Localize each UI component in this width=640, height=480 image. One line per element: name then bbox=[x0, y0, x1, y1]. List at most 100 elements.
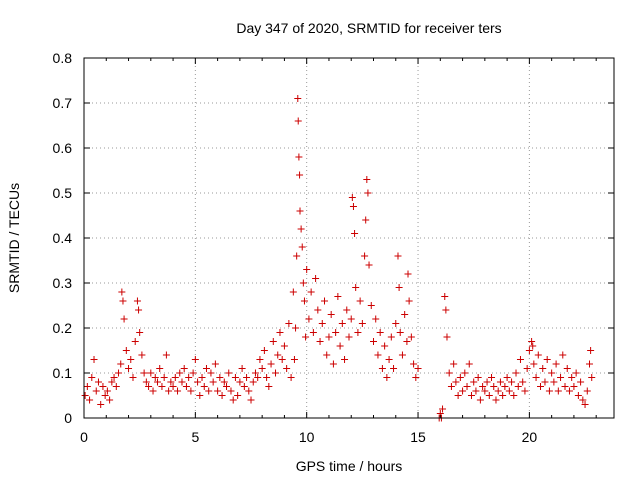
data-point bbox=[367, 302, 375, 309]
data-point bbox=[356, 297, 364, 305]
data-point bbox=[352, 284, 360, 291]
data-point bbox=[189, 369, 197, 377]
data-point bbox=[200, 383, 208, 390]
data-point bbox=[550, 378, 558, 386]
data-point bbox=[106, 396, 114, 404]
data-point bbox=[329, 360, 337, 368]
data-point bbox=[249, 378, 257, 386]
data-point bbox=[287, 374, 295, 381]
data-point bbox=[385, 356, 393, 363]
data-point bbox=[445, 369, 453, 377]
x-tick-label: 20 bbox=[522, 429, 538, 445]
data-point bbox=[365, 261, 373, 269]
data-point bbox=[343, 306, 351, 314]
data-point bbox=[372, 315, 380, 323]
data-point bbox=[392, 320, 400, 327]
data-point bbox=[138, 351, 146, 359]
data-point bbox=[302, 333, 310, 341]
data-point bbox=[187, 387, 195, 395]
data-point bbox=[345, 333, 353, 341]
data-point bbox=[492, 396, 500, 404]
data-point bbox=[499, 392, 507, 399]
data-point bbox=[381, 342, 389, 350]
data-point bbox=[207, 369, 215, 377]
data-point bbox=[341, 356, 349, 363]
data-point bbox=[363, 176, 371, 183]
data-point bbox=[267, 360, 275, 368]
data-point bbox=[579, 396, 587, 404]
data-point bbox=[220, 378, 228, 386]
data-point bbox=[156, 365, 164, 372]
data-point bbox=[81, 392, 89, 399]
data-point bbox=[361, 252, 369, 260]
data-point bbox=[209, 378, 217, 386]
data-point bbox=[537, 383, 545, 390]
data-point bbox=[133, 297, 141, 305]
data-point bbox=[297, 225, 305, 233]
data-point bbox=[167, 378, 175, 386]
y-tick-label: 0.7 bbox=[53, 95, 73, 111]
data-point bbox=[142, 378, 150, 386]
data-point bbox=[374, 351, 382, 359]
data-point bbox=[565, 387, 573, 395]
data-point bbox=[182, 383, 190, 390]
data-point bbox=[414, 365, 422, 372]
data-point bbox=[321, 297, 329, 305]
data-point bbox=[160, 374, 168, 381]
data-point bbox=[290, 356, 298, 363]
data-point bbox=[586, 360, 594, 368]
data-point bbox=[316, 338, 324, 345]
data-point bbox=[205, 387, 213, 395]
y-tick-label: 0.1 bbox=[53, 365, 73, 381]
data-point bbox=[88, 374, 96, 381]
data-point bbox=[396, 329, 404, 336]
data-point bbox=[557, 374, 565, 381]
data-point bbox=[191, 356, 199, 363]
data-point bbox=[519, 378, 527, 386]
data-point bbox=[90, 356, 98, 363]
data-point bbox=[227, 387, 235, 395]
y-tick-label: 0 bbox=[64, 410, 72, 426]
data-point bbox=[472, 387, 480, 395]
data-point bbox=[245, 387, 253, 395]
data-point bbox=[140, 369, 148, 377]
data-point bbox=[254, 374, 262, 381]
data-point bbox=[312, 275, 320, 282]
y-axis-title: SRMTID / TECUs bbox=[6, 183, 22, 293]
data-point bbox=[439, 405, 447, 413]
data-point bbox=[554, 387, 562, 395]
data-point bbox=[283, 365, 291, 372]
data-point bbox=[543, 356, 551, 363]
data-point bbox=[583, 387, 591, 395]
data-point bbox=[260, 347, 268, 354]
data-point bbox=[530, 360, 538, 368]
data-point bbox=[485, 392, 493, 399]
data-point bbox=[454, 392, 462, 399]
data-point bbox=[390, 365, 398, 372]
data-point bbox=[325, 333, 333, 341]
data-point bbox=[101, 392, 109, 399]
data-point bbox=[404, 270, 412, 278]
points-layer bbox=[81, 95, 596, 422]
data-point bbox=[541, 378, 549, 386]
data-point bbox=[127, 356, 135, 363]
data-point bbox=[456, 374, 464, 381]
data-point bbox=[117, 360, 125, 368]
y-tick-label: 0.4 bbox=[53, 230, 73, 246]
data-point bbox=[194, 378, 202, 386]
data-point bbox=[216, 374, 224, 381]
data-point bbox=[115, 369, 123, 377]
data-point bbox=[231, 374, 239, 381]
data-point bbox=[483, 378, 491, 386]
data-point bbox=[465, 360, 473, 368]
data-point bbox=[223, 383, 231, 390]
data-point bbox=[501, 383, 509, 390]
data-point bbox=[236, 378, 244, 386]
data-point bbox=[412, 374, 420, 381]
data-point bbox=[83, 383, 91, 390]
x-tick-label: 5 bbox=[191, 429, 199, 445]
data-point bbox=[354, 329, 362, 336]
data-point bbox=[528, 338, 536, 345]
data-point bbox=[351, 230, 359, 237]
data-point bbox=[94, 378, 102, 386]
